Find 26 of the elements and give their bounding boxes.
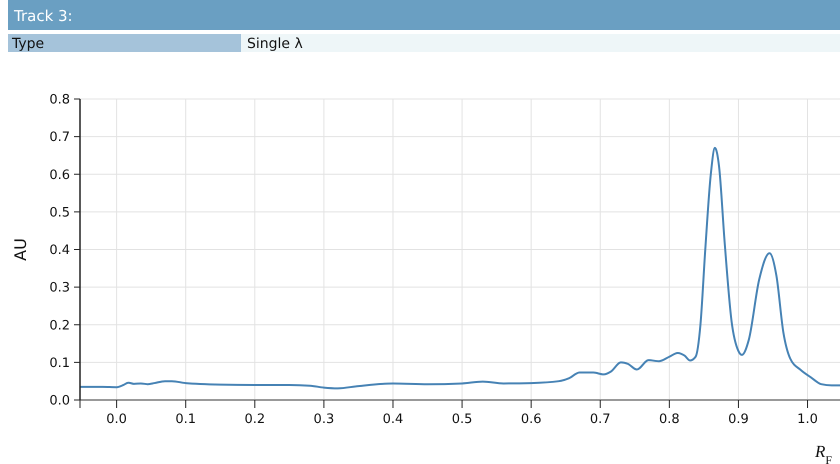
- x-tick-label: 0.8: [659, 412, 680, 427]
- y-tick-label: 0.7: [49, 130, 70, 146]
- x-tick-label: 0.7: [590, 412, 611, 427]
- y-axis-title: AU: [11, 238, 30, 261]
- y-tick-label: 0.4: [49, 243, 70, 258]
- x-axis-title: R$_{F}$: [814, 442, 832, 464]
- x-tick-label: 0.2: [244, 412, 266, 427]
- x-tick-label: 0.1: [175, 412, 196, 427]
- y-tick-label: 0.3: [49, 280, 70, 296]
- text: Type: [11, 36, 44, 52]
- x-tick-label: 0.6: [520, 412, 542, 427]
- y-tick-label: 0.1: [49, 356, 70, 371]
- line-series: [79, 146, 840, 390]
- chart-title: Track 3:: [13, 7, 73, 25]
- x-tick-label: 0.9: [728, 412, 749, 427]
- y-tick-label: 0.2: [49, 318, 70, 334]
- text: Single λ: [247, 36, 303, 52]
- y-tick-label: 0.5: [49, 205, 70, 220]
- x-tick-label: 1.0: [797, 412, 818, 427]
- x-tick-label: 0.0: [106, 412, 127, 427]
- y-tick-label: 0.6: [49, 168, 70, 183]
- x-tick-label: 0.3: [314, 412, 334, 427]
- y-tick-label: 0.8: [49, 92, 70, 108]
- x-tick-label: 0.4: [382, 412, 404, 427]
- x-tick-label: 0.5: [452, 412, 472, 427]
- y-tick-label: 0.0: [49, 394, 70, 408]
